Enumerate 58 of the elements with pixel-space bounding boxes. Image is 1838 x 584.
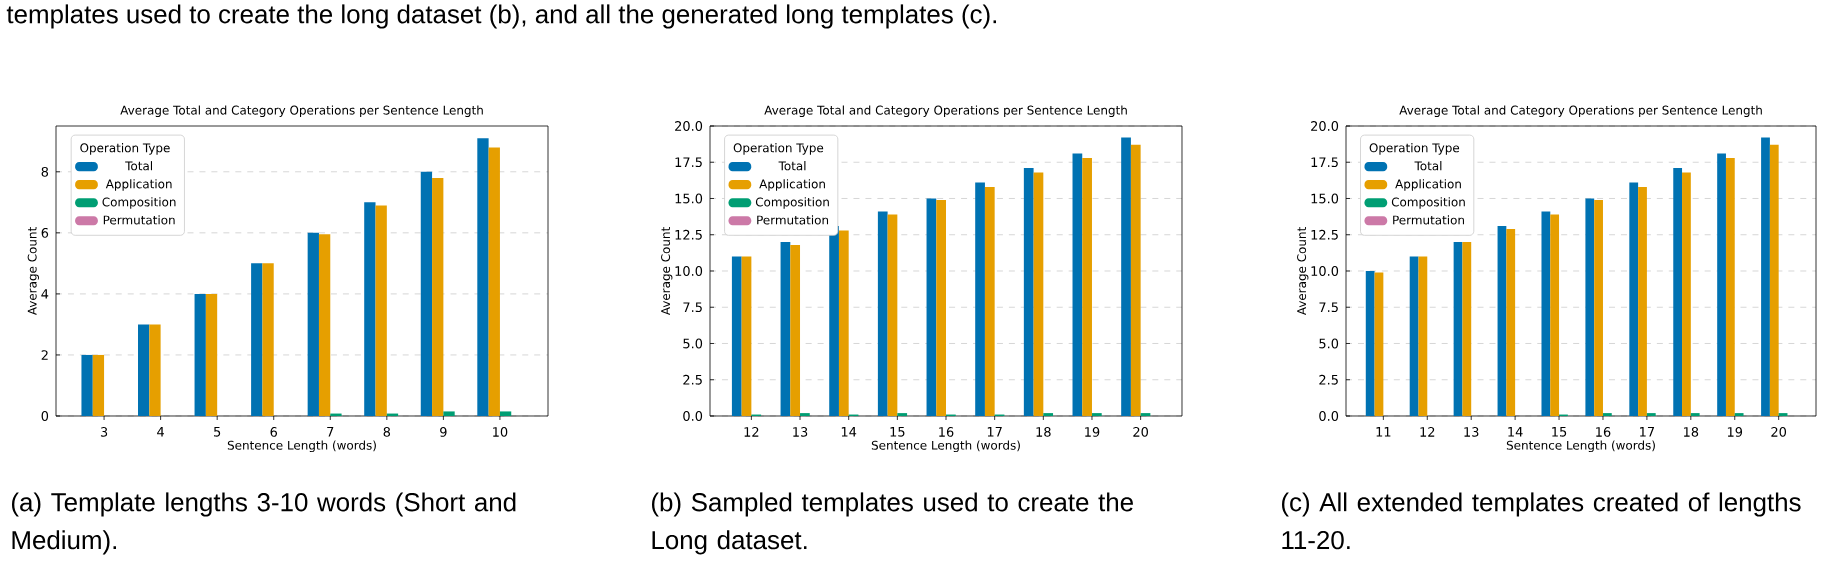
bar	[1130, 144, 1141, 416]
text: (c) All extended templates created of lengths 11-20.	[1282, 492, 1801, 550]
bar	[364, 202, 376, 416]
bar	[1462, 242, 1472, 416]
bar	[1594, 199, 1603, 416]
bar	[1072, 153, 1083, 416]
bar	[829, 226, 839, 416]
bar	[1082, 157, 1092, 416]
bar	[318, 234, 331, 416]
text: templates used to create the long dataset (b), and all the generated long templates (c).	[6, 4, 996, 29]
bar	[1023, 168, 1034, 416]
bar	[926, 198, 937, 416]
bar	[1506, 228, 1516, 416]
bar	[1585, 198, 1595, 416]
bar	[375, 205, 387, 416]
bar	[1409, 256, 1419, 416]
bar	[81, 354, 93, 416]
bar	[92, 354, 105, 416]
bar	[477, 138, 489, 416]
bar	[488, 147, 500, 416]
bar	[1121, 137, 1131, 416]
bar	[1638, 186, 1647, 416]
bar	[1418, 256, 1428, 416]
bar	[1629, 182, 1639, 416]
bar	[1374, 272, 1384, 416]
bar	[1033, 172, 1044, 416]
bar	[1682, 172, 1691, 416]
bar	[975, 182, 985, 416]
bar	[887, 214, 898, 416]
bar	[1761, 137, 1770, 416]
bar	[194, 293, 206, 416]
bar	[790, 244, 801, 416]
bar	[1769, 144, 1779, 416]
bar	[741, 256, 752, 416]
bar	[1717, 153, 1726, 416]
bar	[838, 230, 849, 416]
bar	[262, 263, 274, 416]
bar	[1673, 168, 1683, 416]
bar	[936, 199, 946, 416]
bar	[1541, 211, 1551, 416]
bar	[420, 171, 433, 416]
text: (b) Sampled templates used to create the Long dataset.	[652, 492, 1133, 555]
bar	[877, 211, 888, 416]
bar	[1453, 242, 1463, 416]
bar	[780, 242, 791, 416]
bar	[205, 293, 218, 416]
bar	[432, 177, 444, 416]
text: (a) Template lengths 3-10 words (Short and Medium).	[11, 492, 516, 555]
bar	[1365, 271, 1375, 416]
bar	[251, 263, 263, 416]
bar	[1550, 214, 1560, 416]
bar	[731, 256, 742, 416]
bar	[149, 324, 161, 416]
bar	[1497, 226, 1507, 416]
bar	[307, 232, 319, 416]
bar	[984, 186, 995, 416]
bar	[138, 324, 150, 416]
bar	[1725, 157, 1735, 416]
